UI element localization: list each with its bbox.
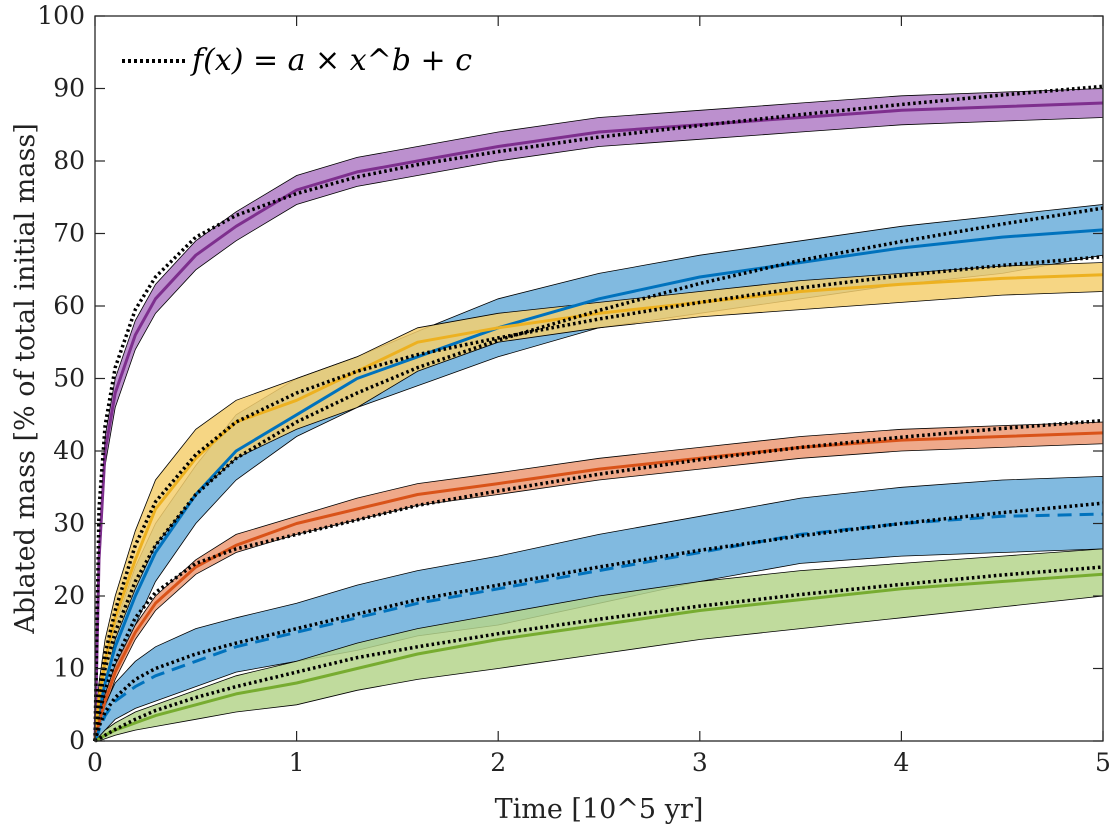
line-blue-dashed <box>93 512 1104 742</box>
line-blue-solid <box>93 228 1104 742</box>
x-tick-label: 4 <box>893 748 909 777</box>
x-tick-label: 3 <box>692 748 708 777</box>
x-tick-label: 1 <box>289 748 305 777</box>
y-tick-label: 20 <box>53 581 85 610</box>
fit-blue-dashed <box>93 501 1104 742</box>
y-tick-label: 100 <box>37 1 85 30</box>
x-tick-label: 0 <box>87 748 103 777</box>
legend: f(x) = a × x^b + c <box>122 43 472 78</box>
fit-blue-solid <box>93 206 1104 742</box>
fit-purple <box>93 84 1104 742</box>
fit-lines <box>93 84 1104 743</box>
y-tick-label: 30 <box>53 509 85 538</box>
y-tick-label: 80 <box>53 146 85 175</box>
x-tick-label: 5 <box>1095 748 1111 777</box>
x-axis-label: Time [10^5 yr] <box>495 794 704 825</box>
legend-label: f(x) = a × x^b + c <box>190 43 472 78</box>
axis-ticks <box>94 15 1104 742</box>
line-orange <box>93 431 1104 742</box>
y-tick-label: 90 <box>53 74 85 103</box>
y-tick-label: 0 <box>69 726 85 755</box>
y-tick-label: 40 <box>53 436 85 465</box>
series-lines <box>93 101 1104 743</box>
y-tick-label: 70 <box>53 219 85 248</box>
y-tick-label: 10 <box>53 654 85 683</box>
y-axis-label: Ablated mass [% of total initial mass] <box>10 123 41 634</box>
x-tick-label: 2 <box>490 748 506 777</box>
fit-orange <box>93 418 1104 742</box>
line-purple <box>93 101 1104 742</box>
y-tick-label: 50 <box>53 364 85 393</box>
y-tick-label: 60 <box>53 291 85 320</box>
line-green <box>94 572 1104 743</box>
